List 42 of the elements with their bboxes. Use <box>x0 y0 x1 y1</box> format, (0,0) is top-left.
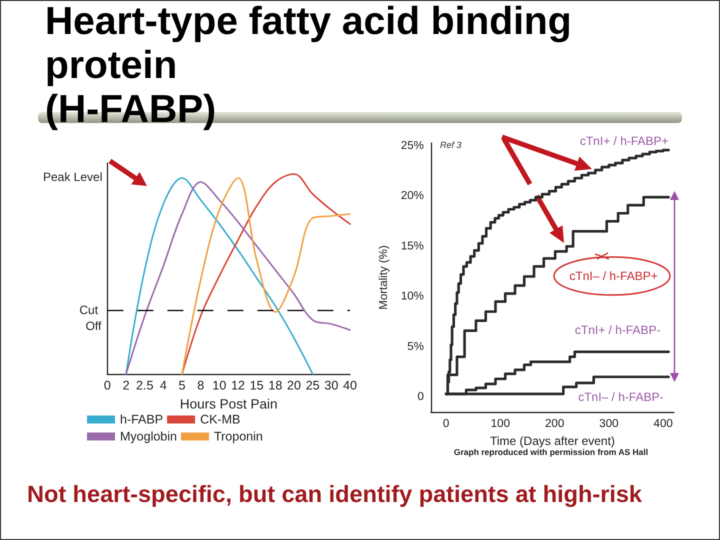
x-tick-label: 18 <box>268 378 282 392</box>
y-tick-label: 15% <box>400 240 424 252</box>
x-tick-label: 15 <box>250 378 264 392</box>
x-axis-title: Time (Days after event) <box>490 434 615 448</box>
chart-title: Heart-type fatty acid binding protein (H-FABP) <box>45 0 573 132</box>
y-tick-label: 0 <box>418 390 424 403</box>
y-tick-label: 25% <box>400 140 424 152</box>
y-axis-title: Mortality (%) <box>378 245 390 310</box>
x-tick-label: 25 <box>306 378 320 392</box>
series-label: cTnI– / h-FABP- <box>578 390 664 404</box>
ref-line-label: Cut Off <box>79 303 102 333</box>
series-label: cTnI– / h-FABP+ <box>569 269 658 284</box>
legend-label: h-FABP <box>120 412 164 426</box>
series-label: cTnI+ / h-FABP- <box>574 322 661 337</box>
y-tick-label: 10% <box>400 290 424 303</box>
series-label: cTnI+ / h-FABP+ <box>580 134 669 148</box>
text: Graph reproduced with permission from AS Hall <box>454 447 648 457</box>
x-tick-label: 300 <box>599 418 618 430</box>
x-tick-label: 30 <box>324 378 338 392</box>
legend-label: Myoglobin <box>120 430 178 444</box>
x-tick-label: 10 <box>212 378 226 392</box>
text: Not heart-specific, but can identify patients at high-risk <box>27 481 642 508</box>
legend-label: Troponin <box>214 430 263 444</box>
x-tick-label: 100 <box>490 418 510 430</box>
y-tick-label: 20% <box>400 190 424 202</box>
x-tick-label: 0 <box>104 378 111 392</box>
legend-label: CK-MB <box>200 412 240 426</box>
x-tick-label: 8 <box>197 378 204 392</box>
y-axis-title: Peak Level <box>43 170 102 184</box>
x-tick-label: 5 <box>178 378 186 392</box>
x-tick-label: 200 <box>545 418 564 430</box>
y-tick-label: 5% <box>407 340 424 353</box>
x-tick-label: 20 <box>287 378 302 392</box>
x-tick-label: 2.5 <box>136 378 154 392</box>
x-tick-label: 40 <box>343 378 357 392</box>
x-tick-label: 0 <box>442 418 450 430</box>
x-tick-label: 12 <box>231 378 246 392</box>
x-tick-label: 4 <box>160 378 167 392</box>
x-axis-title: Hours Post Pain <box>180 396 278 412</box>
annotation: Ref 3 <box>440 140 462 150</box>
x-tick-label: 2 <box>122 378 130 392</box>
x-tick-label: 400 <box>654 418 673 430</box>
